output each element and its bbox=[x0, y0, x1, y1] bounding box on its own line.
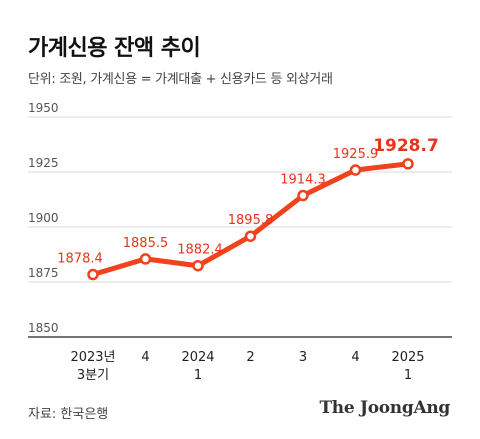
data-label: 1914.3 bbox=[280, 173, 326, 188]
x-tick-label: 3분기 bbox=[77, 368, 109, 383]
data-label: 1885.5 bbox=[123, 236, 169, 251]
y-tick-label: 1925 bbox=[28, 156, 59, 170]
y-tick-label: 1950 bbox=[28, 101, 59, 115]
data-point bbox=[139, 253, 152, 265]
data-point bbox=[87, 268, 99, 281]
chart-subtitle: 단위: 조원, 가계신용 = 가계대출 + 신용카드 등 외상거래 bbox=[28, 72, 333, 87]
x-tick-label: 2 bbox=[246, 350, 254, 365]
chart-title: 가계신용 잔액 추이 bbox=[28, 36, 201, 61]
x-tick-label: 2024 bbox=[181, 350, 214, 365]
data-label: 1928.7 bbox=[373, 136, 439, 156]
x-tick-label: 4 bbox=[141, 350, 149, 365]
x-tick-label: 2023년 bbox=[70, 350, 115, 365]
x-tick-label: 3 bbox=[299, 350, 307, 365]
x-tick-label: 1 bbox=[404, 368, 412, 383]
data-label: 1878.4 bbox=[57, 252, 103, 267]
data-point bbox=[297, 189, 309, 202]
data-point bbox=[349, 164, 362, 176]
y-tick-label: 1875 bbox=[28, 266, 59, 280]
data-label: 1895.8 bbox=[228, 213, 274, 228]
y-tick-label: 1900 bbox=[28, 211, 59, 225]
x-tick-label: 4 bbox=[351, 350, 359, 365]
x-tick-label: 1 bbox=[194, 368, 202, 383]
brand-logo: The JoongAng bbox=[319, 398, 450, 418]
data-point bbox=[244, 230, 257, 242]
data-point bbox=[192, 259, 204, 272]
x-tick-label: 2025 bbox=[391, 350, 424, 365]
source-note: 자료: 한국은행 bbox=[28, 407, 109, 422]
data-label: 1882.4 bbox=[177, 243, 223, 258]
y-tick-label: 1850 bbox=[28, 321, 59, 335]
data-point bbox=[402, 158, 414, 170]
data-label: 1925.9 bbox=[333, 147, 379, 162]
